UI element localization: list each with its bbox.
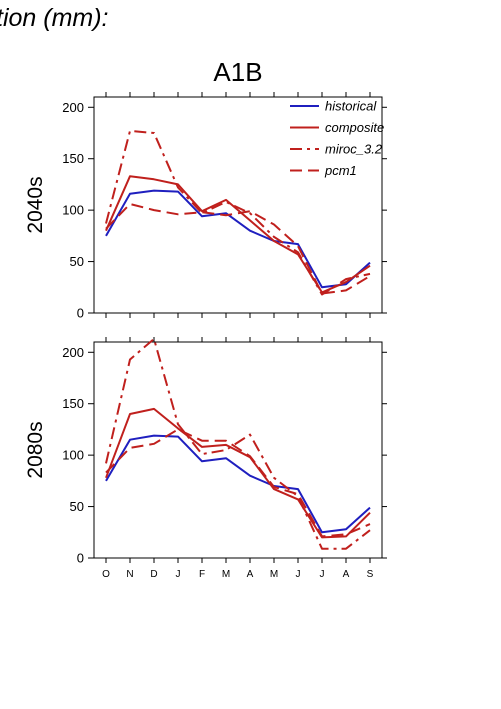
series-line-miroc-3-2 [105, 337, 371, 550]
legend-label: historical [325, 99, 377, 114]
series-line-composite [105, 175, 371, 294]
x-tick-label: M [222, 569, 230, 580]
plot-frame [93, 96, 383, 314]
x-tick-label: J [176, 569, 181, 580]
x-tick-label: S [367, 569, 374, 580]
legend-label: pcm1 [324, 163, 357, 178]
series-line-miroc-3-2 [105, 129, 371, 296]
panel-2080s: 0 50 100 150 200 O N D J F M A M J J A S 2080s [24, 337, 387, 580]
x-tick-label: J [320, 569, 325, 580]
y-tick-label: 0 [77, 306, 84, 321]
x-tick-label: A [247, 569, 254, 580]
y-tick-label: 100 [62, 448, 84, 463]
legend: historical composite miroc_3.2 pcm1 [290, 99, 384, 178]
series-line-pcm1 [105, 428, 371, 538]
y-tick-label: 200 [62, 100, 84, 115]
x-tick-label: D [150, 569, 157, 580]
panel-2040s: 0 50 100 150 200 2040s historical composite miro… [24, 92, 387, 321]
x-tick-label: N [126, 569, 133, 580]
legend-label: miroc_3.2 [325, 142, 383, 157]
x-tick-label: M [270, 569, 278, 580]
x-tick-label: J [296, 569, 301, 580]
y-tick-label: 50 [70, 254, 84, 269]
series-line-historical [105, 434, 371, 534]
y-tick-label: 150 [62, 151, 84, 166]
figure-header-title: tion (mm): [0, 4, 109, 32]
y-tick-label: 50 [70, 499, 84, 514]
panel-label: 2040s [24, 176, 47, 233]
panel-label: 2080s [24, 421, 47, 478]
series-line-pcm1 [105, 203, 371, 295]
y-tick-label: 150 [62, 396, 84, 411]
scenario-title: A1B [213, 57, 263, 87]
x-tick-label: F [199, 569, 205, 580]
series-line-composite [105, 407, 371, 539]
y-tick-label: 100 [62, 203, 84, 218]
x-tick-label: O [102, 569, 110, 580]
legend-label: composite [325, 120, 384, 135]
series-line-historical [105, 189, 371, 289]
x-tick-label: A [343, 569, 350, 580]
y-tick-label: 0 [77, 551, 84, 566]
y-tick-label: 200 [62, 345, 84, 360]
plot-frame [93, 341, 383, 559]
